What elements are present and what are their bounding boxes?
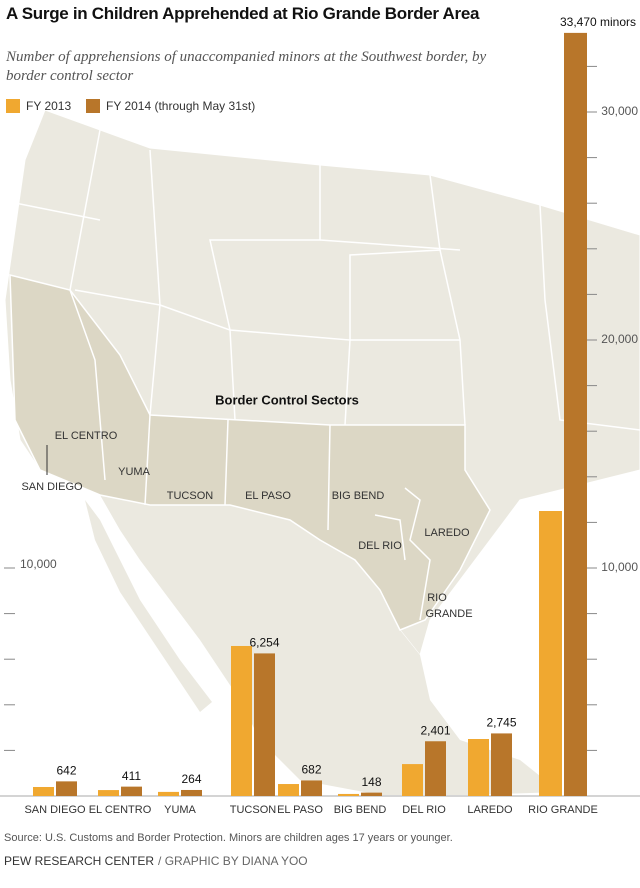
bar	[98, 790, 119, 796]
source: Source: U.S. Customs and Border Protecti…	[4, 832, 453, 844]
chart-title: A Surge in Children Apprehended at Rio G…	[6, 4, 480, 23]
bar	[278, 784, 299, 796]
map-label: DEL RIO	[358, 540, 402, 552]
credit: PEW RESEARCH CENTER / GRAPHIC BY DIANA YO…	[4, 854, 308, 868]
value-label: 148	[361, 775, 381, 789]
map-label: SAN DIEGO	[21, 481, 83, 493]
bar	[425, 741, 446, 796]
bar	[338, 793, 359, 796]
x-tick-label: RIO GRANDE	[528, 804, 598, 816]
bar	[158, 791, 179, 796]
x-tick-label: LAREDO	[467, 804, 513, 816]
x-tick-label: EL CENTRO	[89, 804, 152, 816]
x-tick-label: DEL RIO	[402, 804, 446, 816]
bar	[231, 645, 252, 796]
x-tick-label: YUMA	[164, 804, 196, 816]
y-tick-label: 10,000	[20, 557, 57, 571]
chart-subtitle: Number of apprehensions of unaccompanied…	[6, 49, 487, 84]
map-label: BIG BEND	[332, 490, 385, 502]
bar	[181, 789, 202, 796]
map-title: Border Control Sectors	[215, 392, 359, 407]
map-label: LAREDO	[424, 527, 470, 539]
y-tick-label: 10,000	[601, 560, 638, 574]
map-label: EL PASO	[245, 490, 291, 502]
map	[0, 109, 640, 795]
bar	[491, 733, 512, 796]
x-tick-label: TUCSON	[230, 804, 277, 816]
map-label: RIO	[427, 592, 447, 604]
x-tick-label: BIG BEND	[334, 804, 387, 816]
bar	[468, 739, 489, 796]
map-label: YUMA	[118, 466, 150, 478]
value-label: 264	[181, 772, 201, 786]
value-label: 6,254	[249, 636, 279, 650]
map-label: GRANDE	[425, 608, 472, 620]
map-label: TUCSON	[167, 490, 214, 502]
bar	[564, 32, 587, 797]
byline: / GRAPHIC BY DIANA YOO	[158, 854, 308, 868]
map-label: EL CENTRO	[55, 430, 118, 442]
value-label: 411	[122, 769, 141, 783]
x-tick-label: EL PASO	[277, 804, 323, 816]
org: PEW RESEARCH CENTER	[4, 854, 155, 868]
bar	[539, 511, 562, 796]
map-baja	[85, 500, 212, 712]
y-tick-label: 20,000	[601, 332, 638, 346]
value-label: 642	[56, 764, 76, 778]
legend-label: FY 2013	[26, 99, 71, 113]
legend-label: FY 2014 (through May 31st)	[106, 99, 255, 113]
map-borders	[0, 129, 640, 621]
value-label: 2,745	[486, 716, 516, 730]
map-sectors	[9, 274, 491, 631]
bar	[301, 780, 322, 796]
value-label: 682	[301, 763, 321, 777]
legend-swatch	[86, 99, 100, 113]
bar	[254, 653, 275, 796]
bar	[33, 786, 54, 796]
bar	[121, 786, 142, 796]
value-label: 33,470 minors	[560, 15, 636, 29]
bar	[56, 781, 77, 796]
map-mexico	[100, 495, 560, 795]
legend-swatch	[6, 99, 20, 113]
y-tick-label: 30,000	[601, 104, 638, 118]
x-tick-label: SAN DIEGO	[24, 804, 86, 816]
bar	[402, 764, 423, 796]
value-label: 2,401	[420, 723, 450, 737]
bar	[361, 792, 382, 796]
